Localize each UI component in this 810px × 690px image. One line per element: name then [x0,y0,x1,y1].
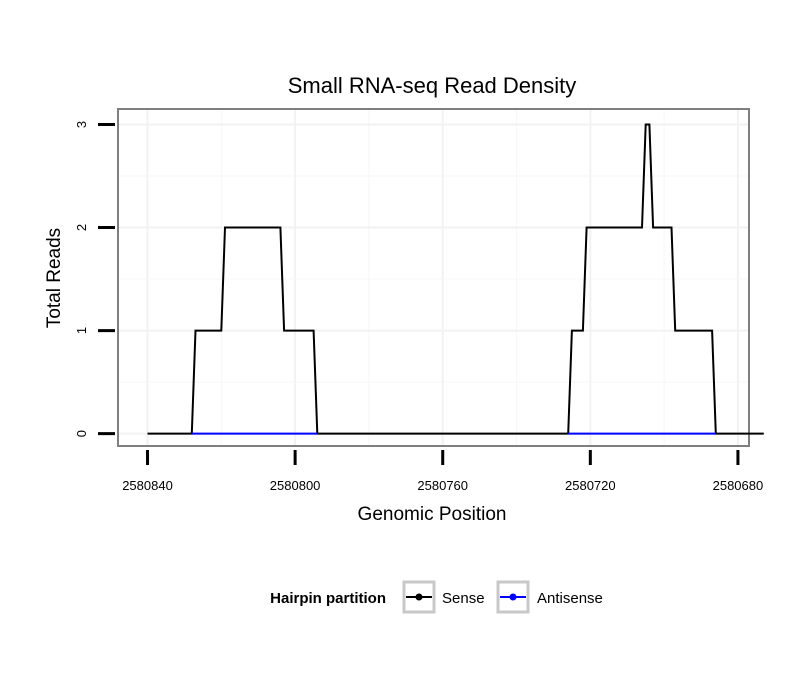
legend: Hairpin partition Sense Antisense [270,580,603,614]
chart-title: Small RNA-seq Read Density [288,73,577,98]
y-tick-label: 3 [74,121,89,128]
legend-key-antisense [496,580,530,614]
plot-panel-border [117,108,750,447]
series-layer [147,123,764,435]
x-tick-label: 2580840 [122,478,173,493]
y-axis: 0 1 2 3 [74,121,115,437]
legend-entry-antisense: Antisense [496,580,603,614]
legend-title: Hairpin partition [270,590,386,607]
legend-label-sense: Sense [442,590,485,607]
legend-dot-sense [415,593,423,601]
x-tick-label: 2580800 [270,478,321,493]
legend-key-sense [402,580,436,614]
series-line-sense [147,123,764,435]
x-tick-label: 2580680 [713,478,764,493]
x-axis: 2580840 2580800 2580760 2580720 2580680 [122,450,763,493]
y-tick-label: 0 [74,430,89,437]
grid [118,109,749,446]
legend-dot-antisense [509,593,517,601]
legend-entry-sense: Sense [402,580,485,614]
legend-label-antisense: Antisense [537,590,603,607]
x-tick-label: 2580720 [565,478,616,493]
y-tick-label: 2 [74,224,89,231]
x-tick-label: 2580760 [417,478,468,493]
y-tick-label: 1 [74,327,89,334]
x-axis-title: Genomic Position [358,504,507,525]
y-axis-title: Total Reads [44,228,65,328]
